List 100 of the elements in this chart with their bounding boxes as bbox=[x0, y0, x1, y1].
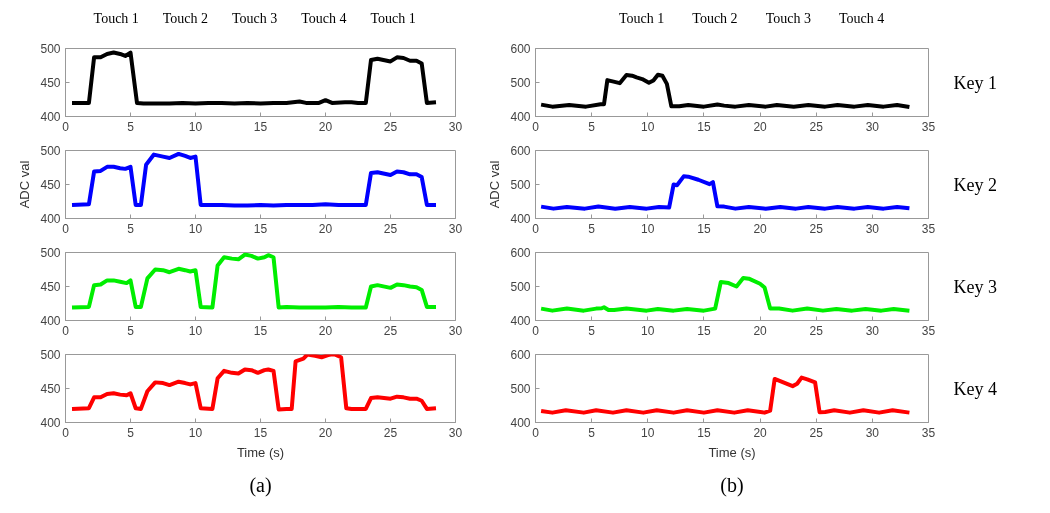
y-tick-label: 400 bbox=[40, 110, 61, 124]
y-axis-title: ADC val bbox=[17, 160, 33, 209]
x-tick-label: 25 bbox=[383, 323, 398, 338]
x-tick-label: 10 bbox=[641, 221, 655, 236]
x-tick-label: 10 bbox=[188, 119, 203, 134]
x-tick-label: 30 bbox=[865, 425, 880, 440]
x-tick-label: 5 bbox=[588, 425, 596, 440]
line-series bbox=[70, 50, 438, 106]
x-tick-label: 0 bbox=[62, 221, 70, 236]
y-tick-label: 500 bbox=[40, 348, 61, 362]
x-tick-label: 25 bbox=[383, 221, 398, 236]
y-tick-label: 500 bbox=[40, 246, 61, 260]
x-tick-label: 0 bbox=[62, 425, 70, 440]
x-tick-label: 0 bbox=[532, 221, 540, 236]
x-tick-label: 15 bbox=[697, 425, 711, 440]
y-axis-title: ADC val bbox=[487, 160, 503, 209]
x-tick-label: 0 bbox=[62, 119, 70, 134]
text: Touch 2 bbox=[692, 11, 738, 26]
y-tick-label: 600 bbox=[510, 144, 531, 158]
text: Touch 3 bbox=[765, 11, 811, 26]
x-tick-label: 25 bbox=[809, 119, 824, 134]
x-tick-label: 0 bbox=[532, 323, 540, 338]
line-series bbox=[539, 72, 912, 109]
x-tick-label: 15 bbox=[253, 425, 268, 440]
x-tick-label: 15 bbox=[697, 119, 711, 134]
x-tick-label: 10 bbox=[188, 221, 203, 236]
x-tick-label: 10 bbox=[188, 323, 203, 338]
x-tick-label: 20 bbox=[318, 323, 333, 338]
x-tick-label: 10 bbox=[641, 425, 655, 440]
x-tick-label: 0 bbox=[532, 119, 540, 134]
x-tick-label: 5 bbox=[588, 221, 596, 236]
x-axis-title: Time (s) bbox=[236, 444, 285, 460]
text: Touch 1 bbox=[93, 11, 139, 26]
y-tick-label: 400 bbox=[510, 416, 531, 430]
x-tick-label: 5 bbox=[127, 425, 135, 440]
x-tick-label: 20 bbox=[753, 221, 768, 236]
y-tick-label: 450 bbox=[40, 178, 61, 192]
y-tick-label: 450 bbox=[40, 76, 61, 90]
line-series bbox=[70, 151, 438, 208]
text: Touch 3 bbox=[232, 11, 278, 26]
x-tick-label: 20 bbox=[753, 119, 768, 134]
y-tick-label: 400 bbox=[40, 314, 61, 328]
x-tick-label: 20 bbox=[753, 323, 768, 338]
x-tick-label: 0 bbox=[62, 323, 70, 338]
x-tick-label: 30 bbox=[448, 323, 463, 338]
x-tick-label: 15 bbox=[697, 221, 711, 236]
x-tick-label: 30 bbox=[865, 221, 880, 236]
x-tick-label: 20 bbox=[318, 221, 333, 236]
y-tick-label: 500 bbox=[510, 382, 531, 396]
y-tick-label: 450 bbox=[40, 382, 61, 396]
x-tick-label: 15 bbox=[697, 323, 711, 338]
y-tick-label: 500 bbox=[510, 280, 531, 294]
line-series bbox=[539, 174, 912, 211]
x-tick-label: 30 bbox=[448, 119, 463, 134]
x-tick-label: 25 bbox=[809, 425, 824, 440]
x-axis-title: Time (s) bbox=[708, 444, 756, 460]
y-tick-label: 600 bbox=[510, 42, 531, 56]
text: Touch 4 bbox=[301, 11, 347, 26]
text: Key 2 bbox=[953, 174, 997, 195]
y-tick-label: 400 bbox=[510, 212, 531, 226]
x-tick-label: 30 bbox=[448, 221, 463, 236]
x-tick-label: 20 bbox=[753, 425, 768, 440]
text: Touch 1 bbox=[370, 11, 416, 26]
x-tick-label: 10 bbox=[641, 323, 655, 338]
y-tick-label: 500 bbox=[40, 42, 61, 56]
y-tick-label: 500 bbox=[510, 76, 531, 90]
line-series bbox=[539, 276, 912, 313]
x-tick-label: 30 bbox=[865, 119, 880, 134]
y-tick-label: 400 bbox=[40, 212, 61, 226]
x-tick-label: 20 bbox=[318, 425, 333, 440]
x-tick-label: 5 bbox=[127, 221, 135, 236]
line-series bbox=[70, 354, 438, 412]
line-series bbox=[539, 375, 912, 415]
text: Touch 2 bbox=[162, 11, 209, 26]
y-tick-label: 500 bbox=[510, 178, 531, 192]
text: (a) bbox=[249, 473, 272, 497]
x-tick-label: 0 bbox=[532, 425, 540, 440]
x-tick-label: 15 bbox=[253, 323, 268, 338]
x-tick-label: 20 bbox=[318, 119, 333, 134]
y-tick-label: 400 bbox=[510, 314, 531, 328]
text: (b) bbox=[720, 473, 744, 497]
y-tick-label: 450 bbox=[40, 280, 61, 294]
x-tick-label: 25 bbox=[383, 119, 398, 134]
x-tick-label: 30 bbox=[448, 425, 463, 440]
x-tick-label: 25 bbox=[383, 425, 398, 440]
x-tick-label: 10 bbox=[641, 119, 655, 134]
x-tick-label: 5 bbox=[588, 119, 596, 134]
text: Key 3 bbox=[953, 276, 997, 297]
x-tick-label: 35 bbox=[921, 119, 936, 134]
line-series bbox=[70, 252, 438, 310]
x-tick-label: 15 bbox=[253, 221, 268, 236]
x-tick-label: 5 bbox=[127, 323, 135, 338]
x-tick-label: 35 bbox=[921, 221, 936, 236]
x-tick-label: 35 bbox=[921, 425, 936, 440]
text: Touch 1 bbox=[618, 11, 665, 26]
x-tick-label: 30 bbox=[865, 323, 880, 338]
x-tick-label: 25 bbox=[809, 221, 824, 236]
y-tick-label: 400 bbox=[40, 416, 61, 430]
x-tick-label: 5 bbox=[588, 323, 596, 338]
text: Key 1 bbox=[953, 72, 997, 93]
